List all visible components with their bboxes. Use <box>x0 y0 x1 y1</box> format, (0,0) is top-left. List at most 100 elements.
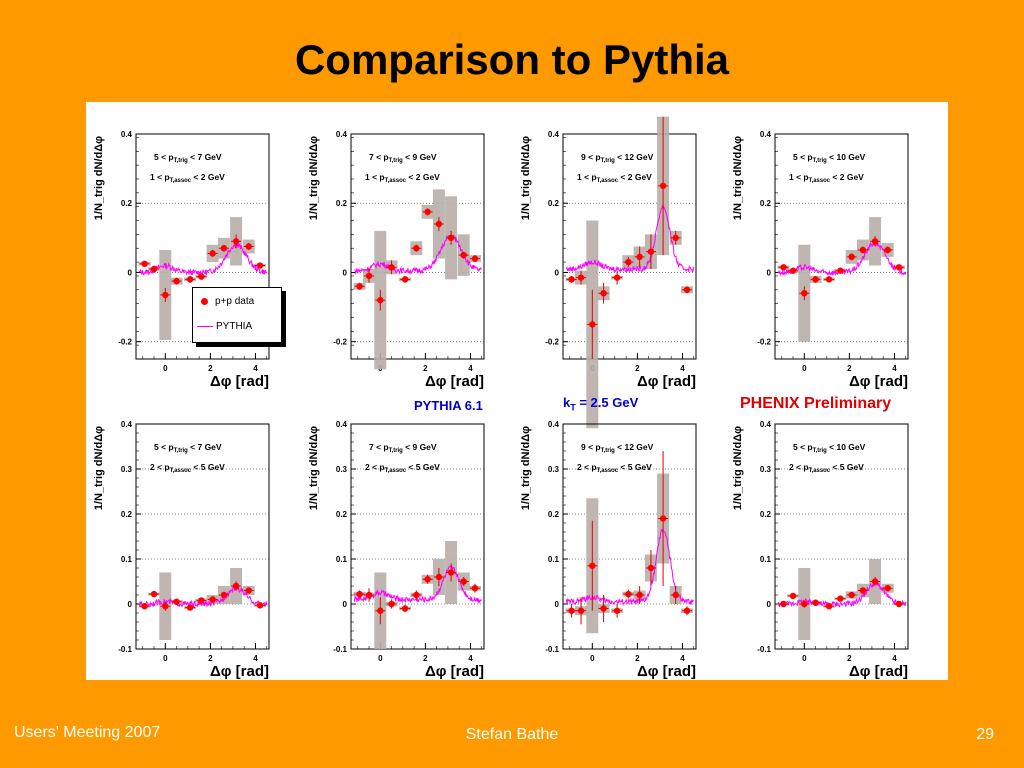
data-point <box>209 596 216 603</box>
ytick-label: 0 <box>767 600 772 609</box>
data-point <box>577 607 585 614</box>
ytick-label: 0.2 <box>548 510 560 519</box>
ytick-label: 0.1 <box>121 555 133 564</box>
kt-symbol: k <box>563 395 571 410</box>
data-point <box>198 273 205 280</box>
label-subscript: T,trig <box>813 158 828 164</box>
panel-frame <box>350 133 485 360</box>
xtick-label: 4 <box>892 654 897 663</box>
label-part: 9 < p <box>581 442 601 452</box>
ytick-label: 0.4 <box>121 420 133 429</box>
panel-1-2: -0.1 0 0.1 0.2 0.3 0.4 0 2 4Δφ [rad] 1/N_trig dN/… <box>520 420 697 680</box>
data-point <box>365 591 373 599</box>
data-point <box>198 597 205 604</box>
label-part: 7 < p <box>369 152 389 162</box>
data-point <box>245 243 252 250</box>
legend-data-label: p+p data <box>215 296 255 307</box>
data-point <box>186 276 194 283</box>
xtick-label: 2 <box>847 654 852 663</box>
data-point <box>789 267 797 274</box>
data-point <box>256 262 264 269</box>
y-axis-label: 1/N_trig dN/dΔφ <box>732 136 744 220</box>
data-point <box>401 605 409 612</box>
label-subscript: T,assoc <box>385 178 407 184</box>
data-point <box>884 246 891 254</box>
y-axis-label: 1/N_trig dN/dΔφ <box>732 426 744 510</box>
label-subscript: T,trig <box>601 448 616 454</box>
label-part: 1 < p <box>365 172 385 182</box>
data-point <box>600 290 607 297</box>
label-subscript: T,trig <box>601 158 616 164</box>
legend-row-pythia: PYTHIA <box>197 321 252 332</box>
trigger-bin-label: 5 < pT,trig < 10 GeV <box>793 152 866 164</box>
label-part: 5 < p <box>793 152 813 162</box>
ytick-label: 0.2 <box>121 199 133 208</box>
data-point <box>780 600 787 608</box>
label-part: < 5 GeV <box>406 462 440 472</box>
x-axis-label: Δφ [rad] <box>425 663 484 680</box>
ytick-label: 0.2 <box>336 510 348 519</box>
label-subscript: T,assoc <box>597 468 619 474</box>
ytick-label: 0 <box>343 268 348 277</box>
ytick-label: 0.4 <box>548 420 560 429</box>
ytick-label: 0.1 <box>336 555 348 564</box>
label-subscript: T,trig <box>174 158 189 164</box>
panel-frame <box>562 133 697 360</box>
label-part: 7 < p <box>369 442 389 452</box>
data-point <box>848 591 855 599</box>
ytick-label: -0.1 <box>333 645 347 654</box>
data-point <box>859 246 867 254</box>
pythia-line-icon <box>197 326 213 327</box>
pythia-curve <box>565 205 695 273</box>
ytick-label: 0.2 <box>760 510 772 519</box>
data-point <box>256 602 264 609</box>
ytick-label: -0.1 <box>118 645 132 654</box>
data-point <box>356 590 363 598</box>
label-part: 5 < p <box>793 442 813 452</box>
label-subscript: T,assoc <box>809 178 831 184</box>
label-part: < 2 GeV <box>830 172 864 182</box>
label-part: < 9 GeV <box>403 152 437 162</box>
y-axis-label: 1/N_trig dN/dΔφ <box>308 426 320 510</box>
x-axis-label: Δφ [rad] <box>849 373 908 390</box>
data-point <box>388 600 395 608</box>
legend-row-data: p+p data <box>197 296 254 307</box>
ytick-label: 0.2 <box>548 199 560 208</box>
xtick-label: 0 <box>163 364 168 373</box>
plot-grid: -0.200.20.40 2 4Δφ [rad]1/N_trig dN/dΔφ 5 <… <box>93 116 909 680</box>
legend: p+p data PYTHIA <box>192 287 282 343</box>
ytick-label: 0 <box>555 600 560 609</box>
label-part: 1 < p <box>577 172 597 182</box>
ytick-label: 0.4 <box>760 130 772 139</box>
assoc-bin-label: 2 < pT,assoc < 5 GeV <box>577 462 652 474</box>
data-point <box>801 600 808 608</box>
ytick-label: -0.1 <box>757 645 771 654</box>
kt-value: = 2.5 GeV <box>575 395 639 410</box>
ytick-label: 0.4 <box>336 420 348 429</box>
data-point <box>636 253 643 261</box>
ytick-label: 0.3 <box>121 465 133 474</box>
data-point <box>232 238 240 245</box>
ytick-label: -0.2 <box>757 338 771 347</box>
assoc-bin-label: 1 < pT,assoc < 2 GeV <box>577 172 652 184</box>
data-point <box>895 600 903 608</box>
pythia-curve <box>138 242 268 277</box>
data-point <box>413 591 420 599</box>
data-point <box>232 582 240 590</box>
assoc-bin-label: 2 < pT,assoc < 5 GeV <box>365 462 440 474</box>
xtick-label: 4 <box>253 364 258 373</box>
data-point <box>209 250 216 257</box>
data-point <box>613 274 621 281</box>
panel-0-3: -0.2 0 0.2 0.4 0 2 4Δφ [rad] 1/N_trig dN/dΔφ 5 <… <box>732 130 909 390</box>
xtick-label: 4 <box>468 654 473 663</box>
data-point <box>365 272 373 280</box>
xtick-label: 0 <box>163 654 168 663</box>
data-point <box>220 245 228 252</box>
label-subscript: T,trig <box>813 448 828 454</box>
label-part: 9 < p <box>581 152 601 162</box>
label-part: < 2 GeV <box>191 172 225 182</box>
legend-pythia-label: PYTHIA <box>216 321 253 332</box>
data-point <box>568 276 575 283</box>
data-point <box>447 569 455 576</box>
data-point <box>659 515 667 522</box>
